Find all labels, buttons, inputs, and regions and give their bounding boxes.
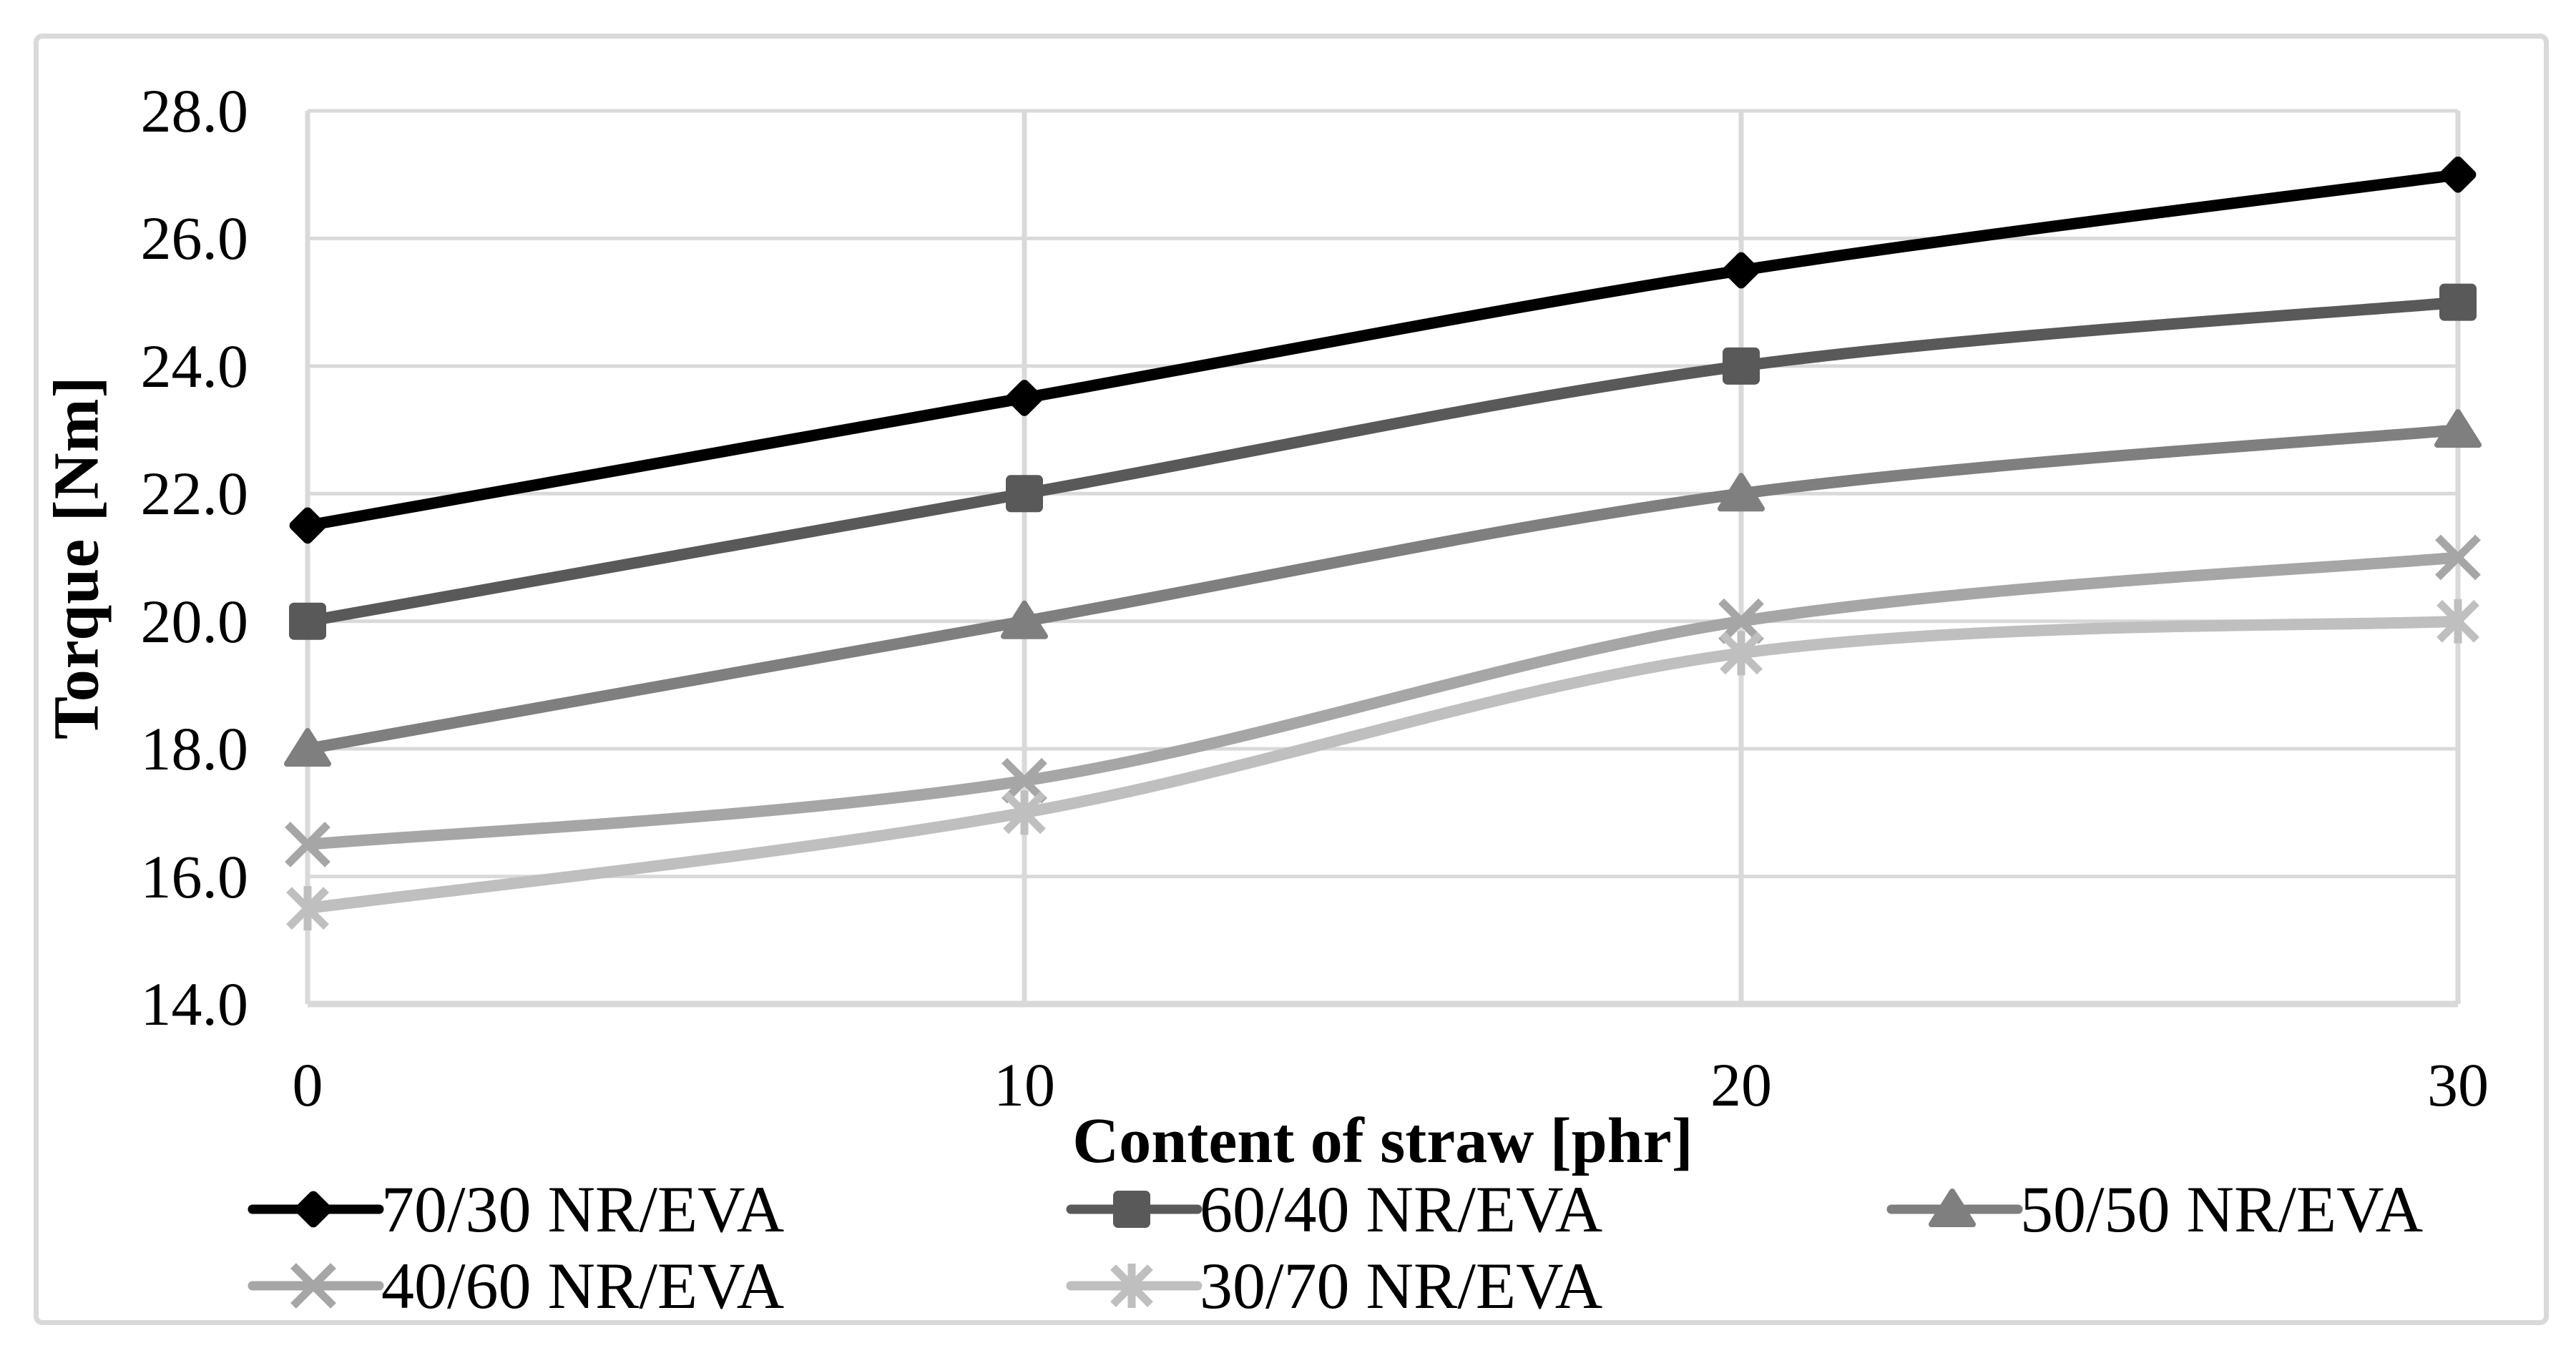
- marker-x-icon: [2435, 534, 2481, 581]
- legend-label: 70/30 NR/EVA: [381, 1173, 785, 1246]
- figure-border: [34, 34, 2549, 1325]
- legend-label: 50/50 NR/EVA: [2020, 1173, 2424, 1246]
- y-tick-label: 16.0: [140, 842, 249, 911]
- legend-marker-diamond-icon: [248, 1191, 384, 1228]
- marker-triangle-icon: [284, 728, 331, 767]
- legend-item: 50/50 NR/EVA: [1886, 1166, 2424, 1252]
- y-tick-label: 14.0: [140, 970, 249, 1038]
- plot-svg: [284, 109, 2482, 1008]
- legend-label: 40/60 NR/EVA: [381, 1249, 785, 1322]
- y-tick-label: 26.0: [140, 204, 249, 273]
- marker-square-icon: [1113, 1191, 1150, 1228]
- legend-item: 70/30 NR/EVA: [248, 1166, 785, 1252]
- y-tick-label: 18.0: [140, 714, 249, 784]
- legend-marker-square-icon: [1066, 1191, 1203, 1228]
- marker-diamond-icon: [1723, 252, 1760, 289]
- marker-triangle-icon: [1929, 1189, 1976, 1227]
- marker-asterisk-icon: [2437, 599, 2479, 644]
- x-axis-title: Content of straw [phr]: [1072, 1106, 1693, 1176]
- legend-marker-asterisk-icon: [1066, 1264, 1203, 1308]
- marker-asterisk-icon: [1003, 790, 1046, 835]
- marker-asterisk-icon: [1110, 1264, 1153, 1308]
- legend-marker-triangle-icon: [1886, 1189, 2023, 1227]
- y-tick-label: 20.0: [140, 586, 249, 656]
- x-tick-label: 20: [1710, 1051, 1772, 1119]
- marker-asterisk-icon: [286, 886, 329, 931]
- marker-diamond-icon: [289, 507, 326, 544]
- marker-triangle-icon: [2434, 409, 2482, 448]
- series-line-3: [302, 551, 2464, 850]
- y-tick-label: 28.0: [140, 77, 249, 145]
- y-tick-label: 22.0: [140, 459, 249, 528]
- marker-x-icon: [285, 822, 330, 867]
- legend-label: 60/40 NR/EVA: [1200, 1173, 1603, 1246]
- marker-square-icon: [289, 602, 326, 640]
- series-line-0: [302, 169, 2464, 531]
- x-tick-label: 10: [994, 1051, 1055, 1119]
- series-line-1: [302, 296, 2464, 627]
- legend-item: 30/70 NR/EVA: [1066, 1243, 1603, 1329]
- marker-square-icon: [2439, 283, 2477, 321]
- series-line-4: [302, 615, 2464, 915]
- legend-item: 60/40 NR/EVA: [1066, 1166, 1603, 1252]
- marker-triangle-icon: [1001, 600, 1048, 639]
- marker-x-icon: [290, 1263, 336, 1309]
- marker-diamond-icon: [295, 1191, 332, 1228]
- marker-diamond-icon: [2439, 156, 2477, 193]
- marker-square-icon: [1723, 347, 1760, 385]
- legend-marker-x-icon: [248, 1263, 384, 1309]
- x-tick-label: 30: [2427, 1051, 2489, 1119]
- marker-square-icon: [1006, 475, 1043, 513]
- legend-item: 40/60 NR/EVA: [248, 1243, 785, 1329]
- x-tick-label: 0: [292, 1051, 323, 1119]
- marker-triangle-icon: [1718, 473, 1765, 512]
- marker-asterisk-icon: [1720, 631, 1763, 676]
- marker-diamond-icon: [1006, 380, 1043, 416]
- series-line-2: [302, 424, 2464, 755]
- plot-area: [284, 109, 2482, 1008]
- legend-label: 30/70 NR/EVA: [1200, 1249, 1603, 1322]
- y-tick-label: 24.0: [140, 331, 249, 400]
